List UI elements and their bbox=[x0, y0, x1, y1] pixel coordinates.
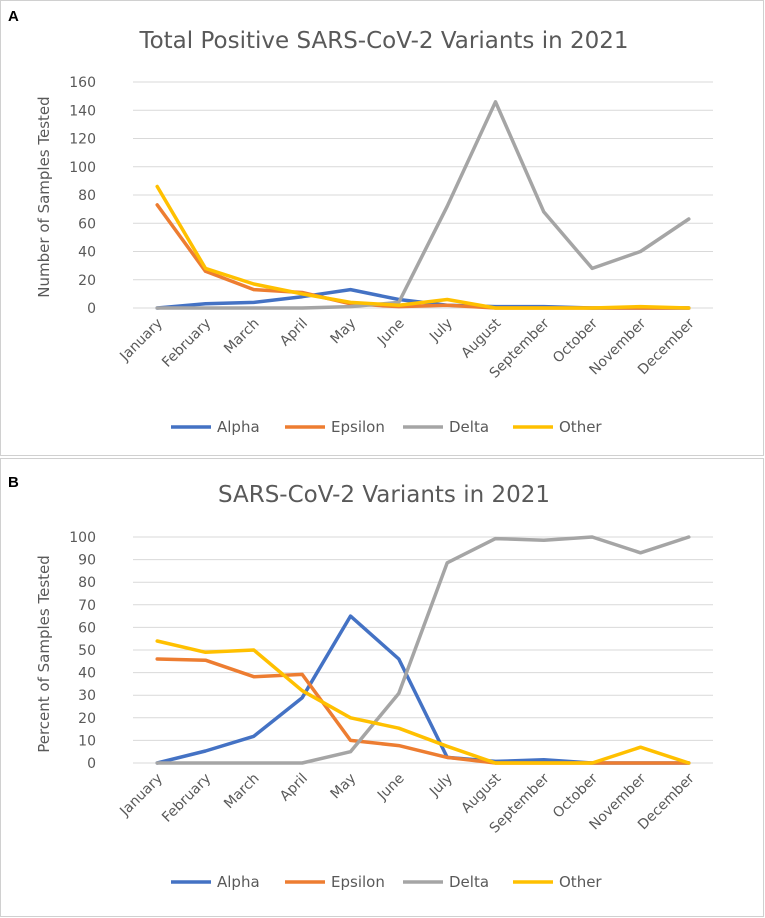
chart-b-y-tick-label: 90 bbox=[78, 553, 96, 569]
chart-a-series bbox=[155, 100, 691, 310]
chart-b-series bbox=[155, 535, 691, 765]
chart-a-y-ticks: 0 20 40 60 80 100 120 140 160 bbox=[69, 75, 96, 317]
chart-b-y-tick-label: 60 bbox=[78, 620, 96, 636]
chart-a-y-tick-label: 160 bbox=[69, 75, 96, 91]
chart-a-y-tick-label: 100 bbox=[69, 160, 96, 176]
panel-b-frame bbox=[0, 458, 764, 917]
chart-a-legend-label-other: Other bbox=[559, 418, 602, 436]
chart-a-y-tick-label: 20 bbox=[78, 273, 96, 289]
chart-a-y-tick-label: 120 bbox=[69, 132, 96, 148]
chart-b-legend-label-delta: Delta bbox=[449, 873, 489, 891]
chart-a-y-axis-title: Number of Samples Tested bbox=[35, 96, 53, 297]
chart-a-title: Total Positive SARS-CoV-2 Variants in 20… bbox=[138, 28, 628, 54]
chart-a-legend: Alpha Epsilon Delta Other bbox=[171, 418, 602, 436]
chart-b-y-tick-label: 80 bbox=[78, 575, 96, 591]
chart-b-legend: Alpha Epsilon Delta Other bbox=[171, 873, 602, 891]
chart-a-y-tick-label: 60 bbox=[78, 216, 96, 232]
chart-b-legend-label-epsilon: Epsilon bbox=[331, 873, 385, 891]
chart-b-legend-label-alpha: Alpha bbox=[217, 873, 260, 891]
chart-b-series-epsilon bbox=[155, 657, 691, 765]
chart-a-y-tick-label: 0 bbox=[87, 301, 96, 317]
chart-b-series-delta bbox=[155, 535, 691, 765]
chart-b-y-tick-label: 100 bbox=[69, 530, 96, 546]
chart-b-y-tick-label: 70 bbox=[78, 598, 96, 614]
panel-b-label: B bbox=[8, 474, 19, 491]
chart-a-series-other bbox=[155, 184, 691, 310]
panel-a-label: A bbox=[8, 8, 19, 25]
chart-a-y-tick-label: 40 bbox=[78, 245, 96, 261]
chart-b-y-tick-label: 50 bbox=[78, 643, 96, 659]
chart-b-legend-label-other: Other bbox=[559, 873, 602, 891]
chart-b-y-tick-label: 40 bbox=[78, 666, 96, 682]
chart-b-y-tick-label: 30 bbox=[78, 688, 96, 704]
panel-a-frame bbox=[0, 0, 764, 456]
chart-b-y-tick-label: 20 bbox=[78, 711, 96, 727]
chart-b-y-tick-label: 10 bbox=[78, 733, 96, 749]
chart-a-legend-label-epsilon: Epsilon bbox=[331, 418, 385, 436]
chart-a-y-tick-label: 140 bbox=[69, 103, 96, 119]
chart-a-legend-label-delta: Delta bbox=[449, 418, 489, 436]
chart-b-y-axis-title: Percent of Samples Tested bbox=[35, 555, 53, 753]
chart-b-y-tick-label: 0 bbox=[87, 756, 96, 772]
chart-a-legend-label-alpha: Alpha bbox=[217, 418, 260, 436]
chart-a-y-tick-label: 80 bbox=[78, 188, 96, 204]
chart-b-title: SARS-CoV-2 Variants in 2021 bbox=[218, 482, 550, 508]
chart-b-series-other bbox=[155, 639, 691, 765]
chart-a-series-delta bbox=[155, 100, 691, 310]
chart-b-y-ticks: 0 10 20 30 40 50 60 70 80 90 100 bbox=[69, 530, 96, 772]
